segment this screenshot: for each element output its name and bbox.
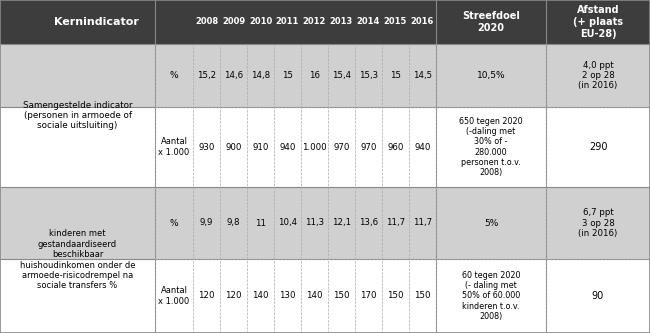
Text: 150: 150	[387, 291, 404, 300]
Bar	[0, 0, 650, 44]
Text: 2010: 2010	[249, 18, 272, 27]
Text: 2009: 2009	[222, 18, 245, 27]
Text: 150: 150	[414, 291, 431, 300]
Text: 930: 930	[198, 143, 214, 152]
Text: %: %	[170, 71, 178, 80]
Text: 2008: 2008	[195, 18, 218, 27]
Text: 14,8: 14,8	[251, 71, 270, 80]
Text: 16: 16	[309, 71, 320, 80]
Text: 970: 970	[360, 143, 377, 152]
Bar	[0, 107, 650, 187]
Text: 910: 910	[252, 143, 268, 152]
Text: 1.000: 1.000	[302, 143, 327, 152]
Text: 120: 120	[226, 291, 242, 300]
Text: 14,6: 14,6	[224, 71, 243, 80]
Text: 11,7: 11,7	[413, 218, 432, 227]
Bar	[0, 259, 650, 333]
Text: 15,2: 15,2	[197, 71, 216, 80]
Text: 650 tegen 2020
(-daling met
30% of -
280.000
personen t.o.v.
2008): 650 tegen 2020 (-daling met 30% of - 280…	[459, 117, 523, 177]
Text: 11: 11	[255, 218, 266, 227]
Text: 170: 170	[360, 291, 377, 300]
Text: Aantal
x 1.000: Aantal x 1.000	[159, 286, 190, 306]
Text: 90: 90	[592, 291, 604, 301]
Text: 15: 15	[282, 71, 293, 80]
Text: 940: 940	[414, 143, 431, 152]
Text: 900: 900	[226, 143, 242, 152]
Text: 120: 120	[198, 291, 214, 300]
Text: 6,7 ppt
3 op 28
(in 2016): 6,7 ppt 3 op 28 (in 2016)	[578, 208, 618, 238]
Text: Samengestelde indicator
(personen in armoede of
sociale uitsluiting): Samengestelde indicator (personen in arm…	[23, 101, 133, 131]
Text: 2016: 2016	[411, 18, 434, 27]
Text: 2014: 2014	[357, 18, 380, 27]
Text: 290: 290	[589, 142, 607, 152]
Bar	[0, 187, 650, 259]
Text: 2012: 2012	[303, 18, 326, 27]
Text: kinderen met
gestandaardiseerd
beschikbaar
huishoudinkomen onder de
armoede-risi: kinderen met gestandaardiseerd beschikba…	[20, 229, 135, 290]
Text: 12,1: 12,1	[332, 218, 351, 227]
Text: 11,3: 11,3	[305, 218, 324, 227]
Text: Afstand
(+ plaats
EU-28): Afstand (+ plaats EU-28)	[573, 5, 623, 39]
Text: 2013: 2013	[330, 18, 353, 27]
Text: 15,4: 15,4	[332, 71, 351, 80]
Text: 5%: 5%	[484, 218, 498, 227]
Text: 150: 150	[333, 291, 350, 300]
Text: 940: 940	[280, 143, 296, 152]
Text: 130: 130	[280, 291, 296, 300]
Text: 10,5%: 10,5%	[476, 71, 505, 80]
Text: 15: 15	[390, 71, 401, 80]
Text: 14,5: 14,5	[413, 71, 432, 80]
Text: 13,6: 13,6	[359, 218, 378, 227]
Text: 11,7: 11,7	[386, 218, 405, 227]
Text: 2015: 2015	[384, 18, 407, 27]
Text: 10,4: 10,4	[278, 218, 297, 227]
Text: 960: 960	[387, 143, 404, 152]
Text: Kernindicator: Kernindicator	[54, 17, 139, 27]
Text: 15,3: 15,3	[359, 71, 378, 80]
Text: %: %	[170, 218, 178, 227]
Text: 9,8: 9,8	[227, 218, 240, 227]
Text: Aantal
x 1.000: Aantal x 1.000	[159, 137, 190, 157]
Text: Streefdoel
2020: Streefdoel 2020	[462, 11, 520, 33]
Text: 9,9: 9,9	[200, 218, 213, 227]
Text: 970: 970	[333, 143, 350, 152]
Text: 2011: 2011	[276, 18, 299, 27]
Text: 140: 140	[306, 291, 323, 300]
Text: 140: 140	[252, 291, 268, 300]
Bar	[0, 44, 650, 107]
Text: 4,0 ppt
2 op 28
(in 2016): 4,0 ppt 2 op 28 (in 2016)	[578, 61, 618, 90]
Text: 60 tegen 2020
(- daling met
50% of 60.000
kinderen t.o.v.
2008): 60 tegen 2020 (- daling met 50% of 60.00…	[462, 271, 520, 321]
